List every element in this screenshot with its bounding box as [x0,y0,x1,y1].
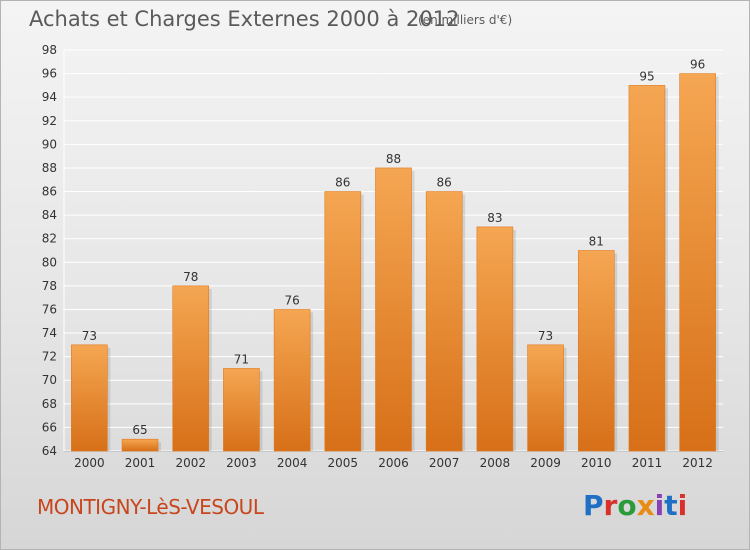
bar-2003 [223,368,260,452]
data-label: 73 [82,329,97,343]
data-labels: 73 65 78 71 76 86 88 86 83 73 81 95 96 [82,58,706,438]
y-tick-label: 94 [42,90,57,104]
data-label: 73 [538,329,553,343]
x-tick-label: 2001 [125,456,156,470]
location-label: MONTIGNY-LèS-VESOUL [37,495,264,519]
x-tick-label: 2000 [74,456,105,470]
x-axis-tick-labels: 2000 2001 2002 2003 2004 2005 2006 2007 2008 2009… [74,456,713,470]
x-tick-label: 2005 [328,456,359,470]
logo-letter: x [636,489,655,522]
y-tick-label: 92 [42,114,57,128]
data-label: 86 [437,176,452,190]
y-tick-label: 88 [42,161,57,175]
data-label: 96 [690,58,705,72]
y-tick-label: 66 [42,420,57,434]
bars [71,73,719,452]
bar-2002 [172,285,210,452]
y-tick-label: 70 [42,373,57,387]
y-tick-label: 72 [42,350,57,364]
chart-title: Achats et Charges Externes 2000 à 2012 [29,7,460,31]
bar-2008 [476,226,514,452]
y-tick-label: 68 [42,397,57,411]
proxiti-logo: Proxiti [583,489,687,522]
y-tick-label: 82 [42,232,57,246]
bar-2004 [273,309,311,452]
bar-2000 [71,344,108,452]
y-tick-label: 90 [42,137,57,151]
logo-letter: r [603,489,618,522]
y-tick-label: 84 [42,208,57,222]
data-label: 76 [284,293,299,307]
x-tick-label: 2012 [682,456,713,470]
data-label: 88 [386,152,401,166]
x-tick-label: 2010 [581,456,612,470]
y-tick-label: 98 [42,43,57,57]
y-tick-label: 86 [42,185,57,199]
y-tick-label: 64 [42,444,57,458]
chart-subtitle: (en milliers d'€) [418,13,513,27]
x-tick-label: 2009 [530,456,561,470]
logo-letter: i [654,489,665,522]
bar-2005 [324,191,362,452]
data-label: 65 [132,423,147,437]
x-tick-label: 2004 [277,456,308,470]
x-tick-label: 2002 [175,456,206,470]
data-label: 71 [234,352,249,366]
x-tick-label: 2011 [632,456,663,470]
y-tick-label: 78 [42,279,57,293]
data-label: 86 [335,176,350,190]
x-tick-label: 2003 [226,456,257,470]
logo-letter: t [664,489,678,522]
logo-letter: P [583,489,604,522]
bar-2006 [375,167,412,452]
data-label: 81 [589,235,604,249]
y-tick-label: 74 [42,326,57,340]
x-tick-label: 2008 [480,456,511,470]
x-tick-label: 2007 [429,456,460,470]
bar-2009 [527,344,564,452]
y-tick-label: 96 [42,67,57,81]
bar-2012 [679,73,716,452]
y-axis-tick-labels: 64 66 68 70 72 74 76 78 80 82 84 86 88 90 92 94 96 98 [42,43,57,458]
logo-letter: o [617,489,637,522]
y-tick-label: 80 [42,255,57,269]
data-label: 78 [183,270,198,284]
y-tick-label: 76 [42,302,57,316]
logo-letter: i [677,489,688,522]
bar-2001 [121,438,159,452]
bar-2011 [628,85,666,452]
bar-2010 [577,250,615,452]
data-label: 95 [639,69,654,83]
data-label: 83 [487,211,502,225]
x-tick-label: 2006 [378,456,409,470]
bar-2007 [425,191,463,452]
